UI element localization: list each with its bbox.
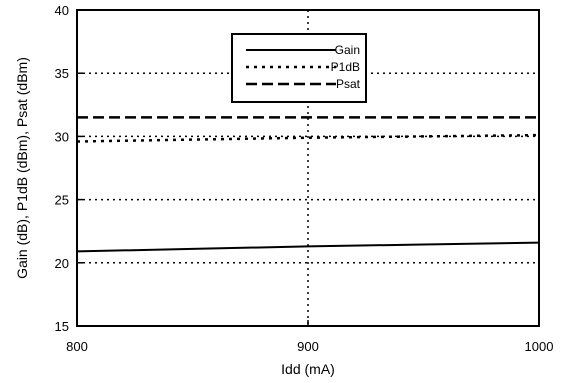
legend-label-psat: Psat [336, 77, 361, 91]
legend-label-gain: Gain [335, 43, 360, 57]
legend: Gain P1dB Psat [231, 33, 367, 103]
x-tick-label: 900 [297, 339, 319, 354]
x-axis-label: Idd (mA) [281, 361, 335, 377]
series-line-gain [76, 241, 540, 253]
y-axis-label: Gain (dB), P1dB (dBm), Psat (dBm) [14, 57, 30, 279]
series-line-p1db [76, 133, 540, 143]
x-tick-labels: 800 900 1000 [66, 320, 553, 354]
y-tick-label: 30 [55, 129, 69, 144]
y-tick-label: 15 [55, 319, 69, 334]
y-tick-label: 25 [55, 193, 69, 208]
legend-label-p1db: P1dB [331, 60, 360, 74]
y-tick-label: 20 [55, 256, 69, 271]
series-lines [76, 116, 540, 253]
y-tick-labels: 15 20 25 30 35 40 [55, 3, 83, 334]
x-tick-label: 800 [66, 339, 88, 354]
y-tick-label: 35 [55, 66, 69, 81]
x-tick-label: 1000 [525, 339, 554, 354]
y-tick-label: 40 [55, 3, 69, 18]
